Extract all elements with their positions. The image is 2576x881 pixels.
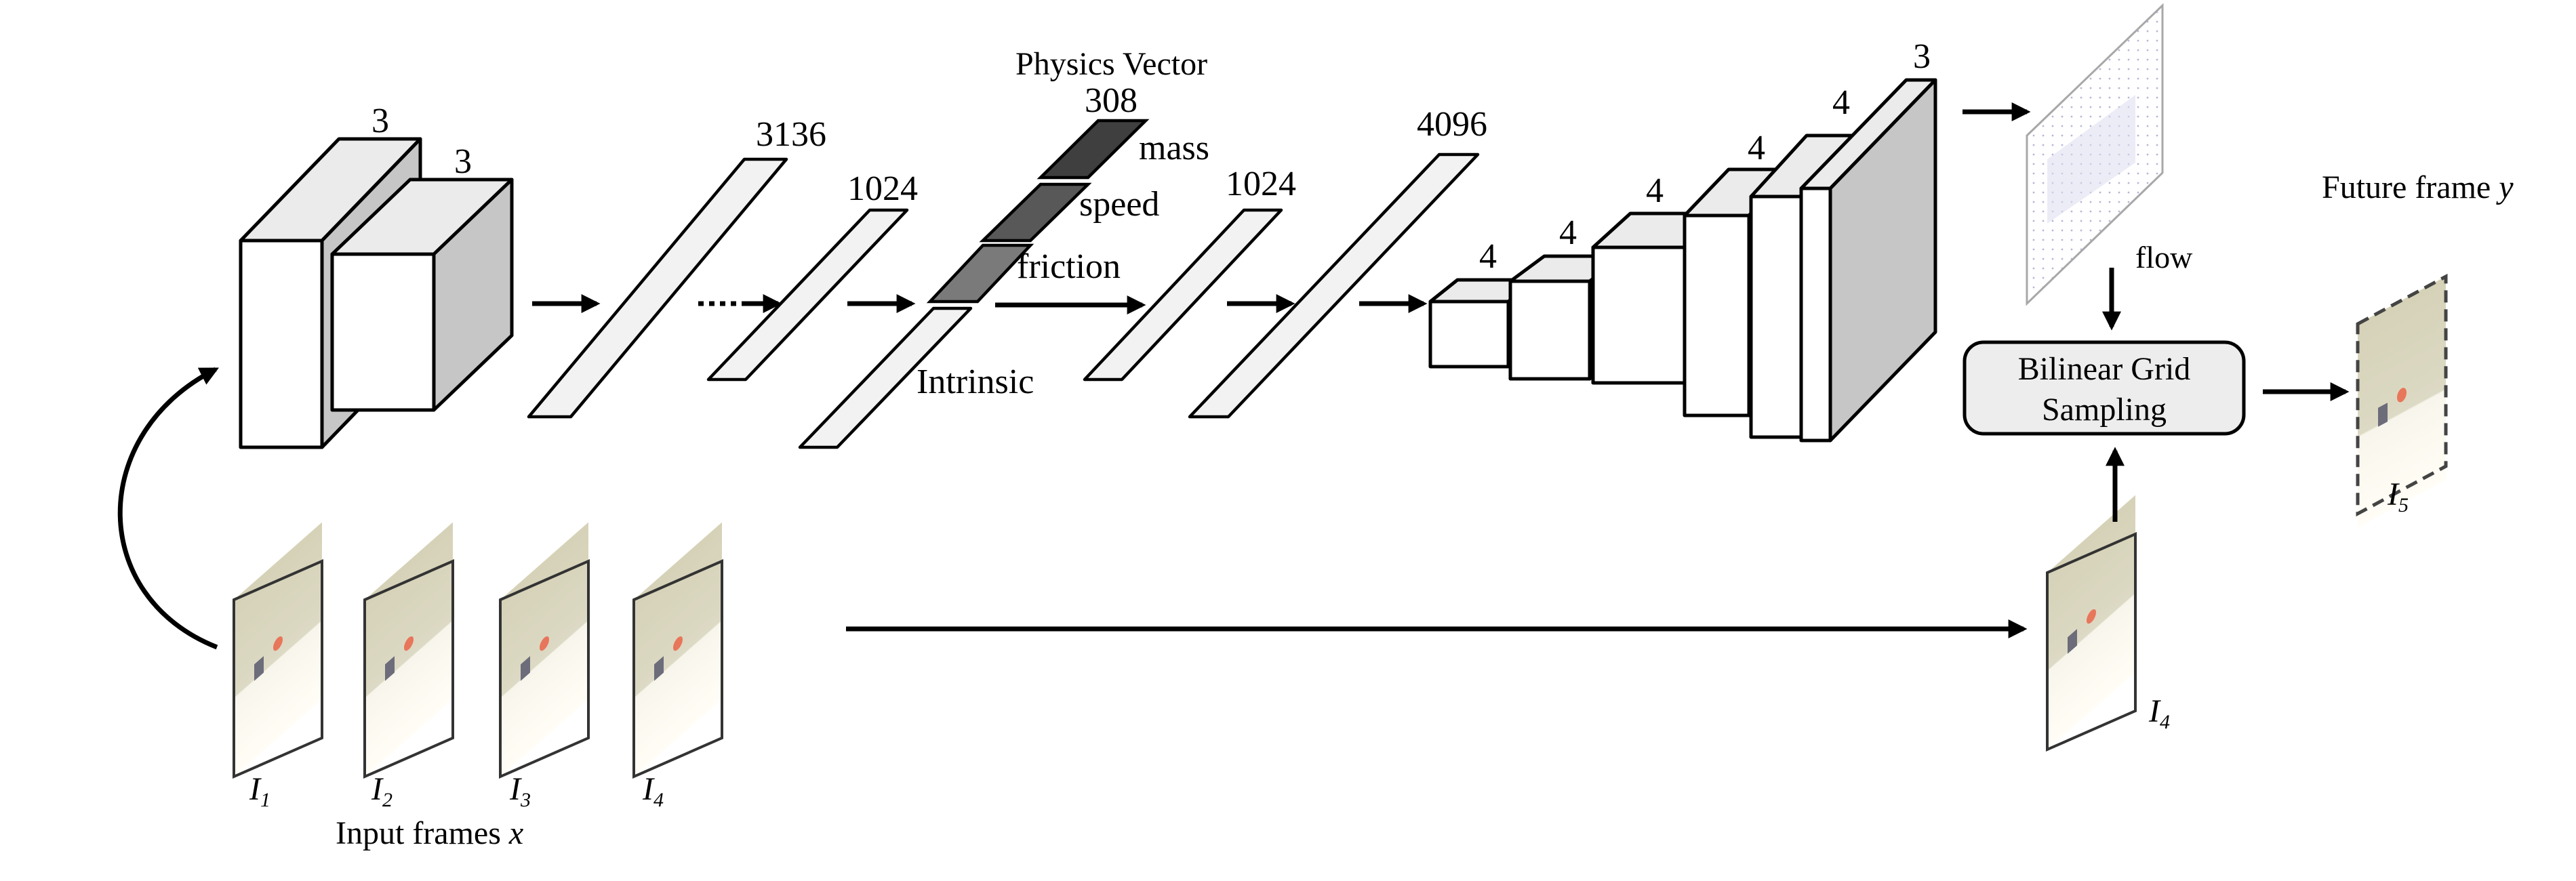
conv-label-1: 3: [371, 102, 389, 140]
fc-layers: 3136 1024 1024 4096 Intrinsic: [527, 105, 1487, 449]
arrows: [117, 102, 2350, 650]
flow-label: flow: [2135, 240, 2193, 274]
decoder: 4 4 4 4 4 3: [1428, 37, 1937, 443]
mass-cell: [1037, 119, 1150, 180]
input-frame-label-4: I4: [642, 771, 664, 811]
last-input-frame: I4: [2046, 495, 2170, 752]
last-frame-label: I4: [2148, 693, 2170, 733]
friction-cell: [926, 243, 1034, 304]
decoder-label-3: 4: [1646, 171, 1664, 210]
decoder-label-6: 3: [1913, 37, 1931, 76]
input-frames: I1 I2 I3 I4 Input frames x: [233, 522, 723, 851]
conv-encoder: 3 3: [239, 102, 514, 449]
bilinear-sampler: Bilinear Grid Sampling: [1963, 340, 2246, 436]
fc-bar-intrinsic: [798, 306, 973, 449]
future-frame-label: I5: [2387, 476, 2409, 516]
physics-vector-title: Physics Vector: [1015, 46, 1207, 82]
fc-bar-3136: [527, 157, 788, 419]
decoder-label-5: 4: [1832, 83, 1850, 122]
fc-label-1024-b: 1024: [1226, 165, 1296, 203]
input-frame-label-3: I3: [509, 771, 531, 811]
future-frame-title: Future frame y: [2322, 169, 2514, 205]
decoder-label-1: 4: [1479, 237, 1497, 276]
input-frame-1: [233, 522, 323, 779]
conv-block-2: [330, 178, 514, 412]
input-frame-label-2: I2: [371, 771, 393, 811]
physics-vector-size: 308: [1085, 81, 1138, 120]
future-frame: Future frame y I5: [2322, 169, 2514, 527]
physics-vector: Physics Vector 308 mass speed friction: [926, 46, 1209, 304]
decoder-block-6: [1799, 78, 1937, 443]
decoder-label-4: 4: [1748, 129, 1765, 167]
input-frames-title: Input frames x: [336, 815, 523, 851]
mass-label: mass: [1139, 129, 1209, 167]
fc-bar-1024-a: [706, 208, 909, 382]
fc-label-3136: 3136: [756, 115, 826, 154]
flow-field: flow: [2026, 3, 2193, 306]
friction-label: friction: [1017, 247, 1121, 286]
intrinsic-label: Intrinsic: [917, 363, 1034, 401]
arrow-inputs-to-encoder: [117, 367, 219, 650]
sampler-line-2: Sampling: [2042, 392, 2167, 428]
input-frame-4: [632, 522, 723, 779]
input-frame-label-1: I1: [249, 771, 270, 811]
speed-label: speed: [1079, 185, 1159, 224]
sampler-line-1: Bilinear Grid: [2018, 351, 2191, 387]
fc-bar-4096: [1188, 152, 1480, 419]
fc-label-4096: 4096: [1417, 105, 1487, 144]
fc-bar-1024-b: [1083, 208, 1283, 382]
speed-cell: [979, 182, 1092, 243]
input-frame-2: [363, 522, 454, 779]
fc-label-1024-a: 1024: [847, 169, 918, 208]
conv-label-2: 3: [454, 142, 472, 181]
input-frame-3: [499, 522, 590, 779]
decoder-label-2: 4: [1559, 213, 1577, 252]
